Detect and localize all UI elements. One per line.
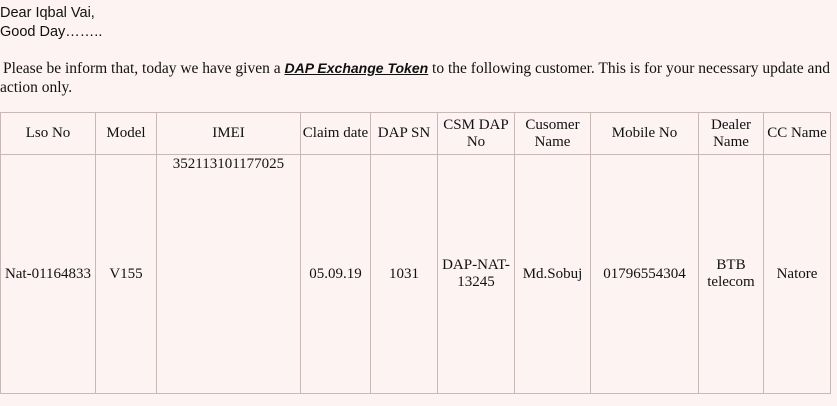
cell-imei: 352113101177025: [156, 154, 301, 394]
cell-mobile-no: 01796554304: [590, 154, 699, 394]
header-model: Model: [95, 112, 157, 155]
cell-model: V155: [95, 154, 157, 394]
cell-dealer-name: BTB telecom: [698, 154, 764, 394]
cell-dap-sn: 1031: [370, 154, 438, 394]
cell-csm-dap-no: DAP-NAT-13245: [437, 154, 515, 394]
cell-lso-no: Nat-01164833: [0, 154, 96, 394]
header-dap-sn: DAP SN: [370, 112, 438, 155]
cell-cc-name: Natore: [763, 154, 831, 394]
header-csm-dap-no: CSM DAP No: [437, 112, 515, 155]
good-day-line: Good Day……..: [0, 24, 103, 40]
header-claim-date: Claim date: [300, 112, 371, 155]
intro-text-before: Please be inform that, today we have giv…: [3, 60, 285, 77]
email-greeting: Dear Iqbal Vai, Good Day……..: [0, 4, 102, 42]
header-dealer-name: Dealer Name: [698, 112, 764, 155]
intro-text-after: to the following customer. This is for y…: [0, 60, 830, 96]
cell-claim-date: 05.09.19: [300, 154, 371, 394]
header-customer-name: Cusomer Name: [514, 112, 591, 155]
dap-claims-table: Lso No Model IMEI Claim date DAP SN CSM …: [0, 112, 831, 394]
table-row: Nat-01164833 V155 352113101177025 05.09.…: [0, 154, 831, 394]
table-header-row: Lso No Model IMEI Claim date DAP SN CSM …: [0, 112, 831, 155]
cell-customer-name: Md.Sobuj: [514, 154, 591, 394]
header-lso-no: Lso No: [0, 112, 96, 155]
header-mobile-no: Mobile No: [590, 112, 699, 155]
intro-paragraph: Please be inform that, today we have giv…: [0, 59, 835, 97]
header-cc-name: CC Name: [763, 112, 831, 155]
salutation: Dear Iqbal Vai,: [0, 5, 95, 21]
dap-exchange-token-label: DAP Exchange Token: [284, 60, 429, 76]
header-imei: IMEI: [156, 112, 301, 155]
